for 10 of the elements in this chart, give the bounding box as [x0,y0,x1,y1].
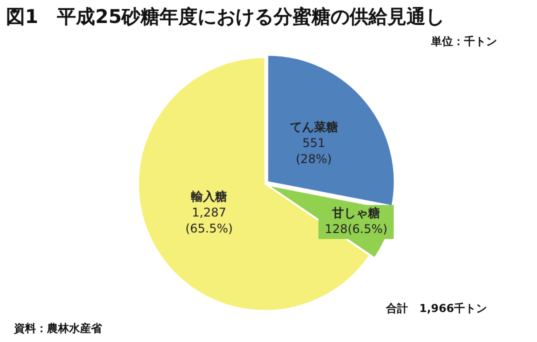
data-label: 551 (28%) [296,136,332,166]
slice-label: 甘しゃ糖 [331,206,380,220]
slice-label: てん菜糖 [290,120,338,134]
chart-title: 図1 平成25砂糖年度における分蜜糖の供給見通し [6,5,445,30]
text: 資料：農林水産省 [14,321,102,336]
data-label: 128(6.5%) [324,222,388,236]
slice-label: 輸入糖 [190,190,228,204]
text: 単位：千トン [431,34,497,49]
data-label: 1,287 (65.5%) [185,206,233,236]
text: 合計 1,966千トン [386,301,487,316]
